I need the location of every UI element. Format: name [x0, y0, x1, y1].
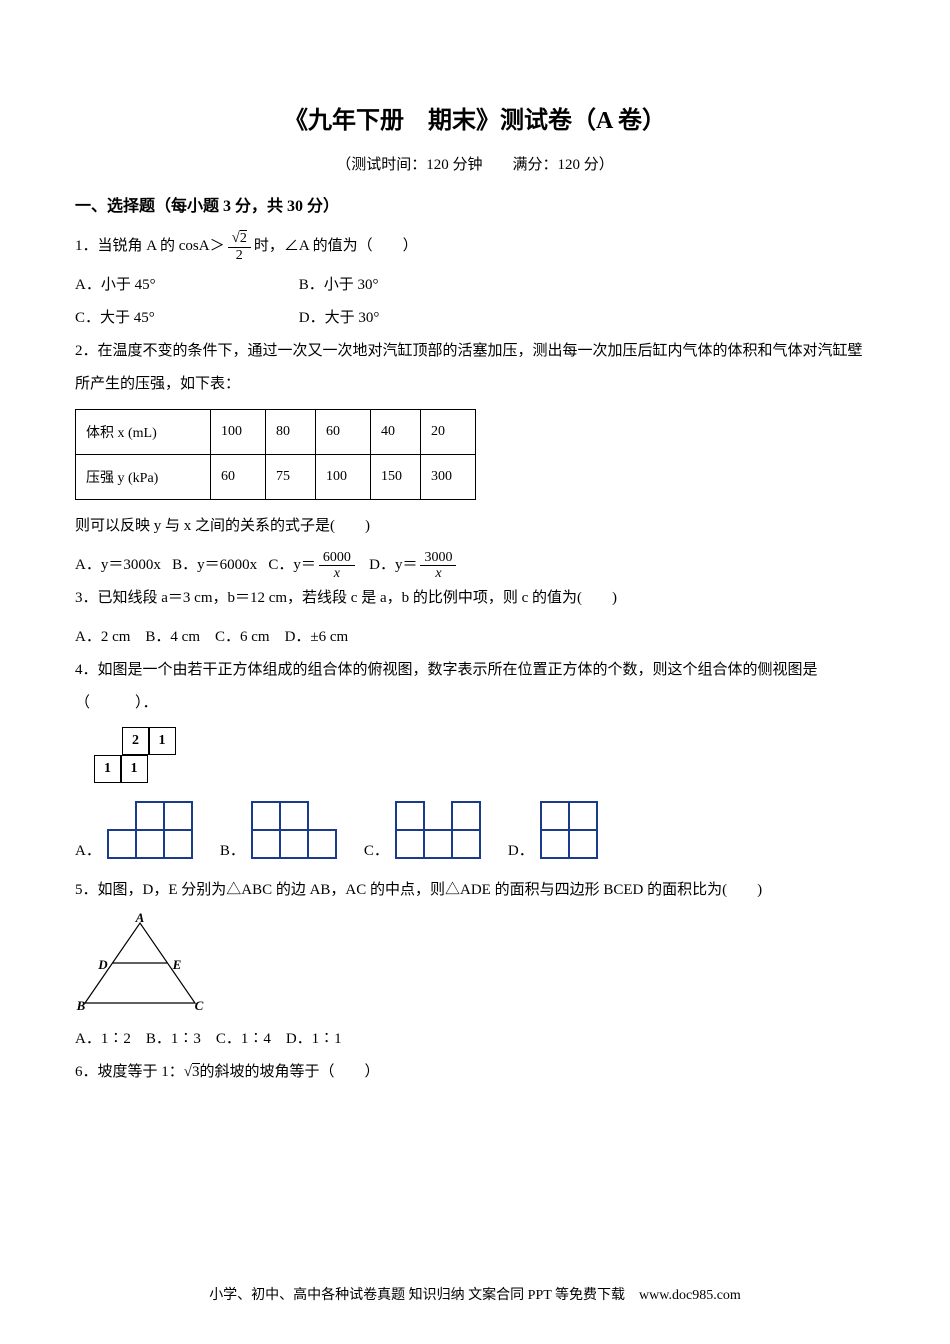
figure-d-icon: [539, 800, 601, 860]
page-footer: 小学、初中、高中各种试卷真题 知识归纳 文案合同 PPT 等免费下载 www.d…: [0, 1284, 950, 1304]
row-label: 压强 y (kPa): [76, 455, 211, 500]
q4-optB: B．: [220, 800, 340, 860]
q5-options: A．1∶2 B．1∶3 C．1∶4 D．1∶1: [75, 1023, 875, 1056]
top-cell: 1: [120, 755, 148, 783]
figure-b-icon: [250, 800, 340, 860]
table-row: 体积 x (mL) 100 80 60 40 20: [76, 410, 476, 455]
q4-figure-options: A． B． C．: [75, 800, 875, 860]
q6-suffix: 的斜坡的坡角等于（ ）: [200, 1056, 380, 1089]
q1-optD: D．大于 30°: [299, 302, 519, 335]
svg-text:C: C: [195, 998, 204, 1013]
q2-options: A．y＝3000x B．y＝6000x C．y＝ 6000 x D．y＝ 300…: [75, 549, 875, 582]
svg-text:E: E: [172, 957, 182, 972]
q2-table: 体积 x (mL) 100 80 60 40 20 压强 y (kPa) 60 …: [75, 409, 476, 500]
section-1-header: 一、选择题（每小题 3 分，共 30 分）: [75, 192, 875, 216]
question-3: 3．已知线段 a＝3 cm，b＝12 cm，若线段 c 是 a，b 的比例中项，…: [75, 582, 875, 615]
q2-after: 则可以反映 y 与 x 之间的关系的式子是( ): [75, 510, 875, 543]
q2-optD-frac: 3000 x: [420, 550, 456, 582]
svg-text:D: D: [97, 957, 108, 972]
q2-optA: A．y＝3000x: [75, 549, 161, 582]
figure-a-icon: [106, 800, 196, 860]
q1-optB: B．小于 30°: [299, 269, 519, 302]
table-row: 压强 y (kPa) 60 75 100 150 300: [76, 455, 476, 500]
q1-optA: A．小于 45°: [75, 269, 295, 302]
question-5: 5．如图，D，E 分别为△ABC 的边 AB，AC 的中点，则△ADE 的面积与…: [75, 874, 875, 907]
q4-optD: D．: [508, 800, 601, 860]
svg-text:A: A: [135, 913, 145, 925]
q2-optC-frac: 6000 x: [319, 550, 355, 582]
question-4: 4．如图是一个由若干正方体组成的组合体的俯视图，数字表示所在位置正方体的个数，则…: [75, 654, 875, 720]
q3-options: A．2 cm B．4 cm C．6 cm D．±6 cm: [75, 621, 875, 654]
q4-optA: A．: [75, 800, 196, 860]
q4-top-view: 2 1 1 1: [95, 728, 875, 784]
q1-optC: C．大于 45°: [75, 302, 295, 335]
q1-options-row1: A．小于 45° B．小于 30°: [75, 269, 875, 302]
q2-optD-pre: D．y＝: [369, 549, 417, 582]
top-cell: 2: [122, 727, 150, 755]
page-subtitle: （测试时间：120 分钟 满分：120 分）: [75, 153, 875, 174]
q1-fraction: √√22 2: [228, 230, 251, 263]
top-cell: 1: [94, 755, 122, 783]
q1-suffix: 时，∠A 的值为（ ）: [254, 230, 418, 263]
q1-prefix: 1．当锐角 A 的 cosA＞: [75, 230, 225, 263]
page-title: 《九年下册 期末》测试卷（A 卷）: [75, 100, 875, 135]
q2-optC-pre: C．y＝: [268, 549, 316, 582]
figure-c-icon: [394, 800, 484, 860]
question-1: 1．当锐角 A 的 cosA＞ √√22 2 时，∠A 的值为（ ）: [75, 230, 875, 263]
q5-triangle-figure: A D E B C: [75, 913, 875, 1013]
top-cell: 1: [148, 727, 176, 755]
q4-optC: C．: [364, 800, 484, 860]
q1-options-row2: C．大于 45° D．大于 30°: [75, 302, 875, 335]
q6-prefix: 6．坡度等于 1：: [75, 1056, 184, 1089]
question-2: 2．在温度不变的条件下，通过一次又一次地对汽缸顶部的活塞加压，测出每一次加压后缸…: [75, 335, 875, 401]
question-6: 6．坡度等于 1： √3 的斜坡的坡角等于（ ）: [75, 1056, 875, 1089]
q2-optB: B．y＝6000x: [172, 549, 257, 582]
row-label: 体积 x (mL): [76, 410, 211, 455]
svg-text:B: B: [76, 998, 86, 1013]
